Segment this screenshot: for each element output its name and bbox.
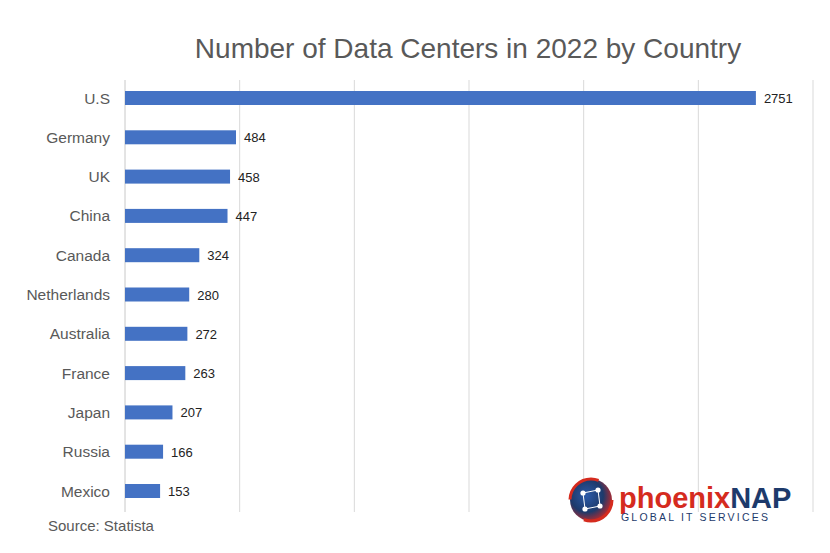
category-label: Japan (68, 404, 110, 421)
grid-line (698, 80, 699, 512)
labels: U.S 2751 Germany 484 UK 458 China 447 Canada 324 N… (26, 90, 792, 500)
category-label: UK (88, 168, 110, 185)
bar (125, 248, 199, 262)
data-label: 2751 (764, 91, 793, 106)
grid-line (813, 80, 814, 512)
category-label: Australia (50, 325, 111, 342)
data-label: 263 (193, 366, 215, 381)
bar (125, 366, 185, 380)
logo-lines (583, 490, 600, 509)
grid-line (583, 80, 584, 512)
grid (125, 80, 813, 512)
category-label: China (70, 207, 111, 224)
source-note: Source: Statista (48, 517, 155, 534)
logo-icon (570, 479, 612, 521)
category-label: U.S (84, 90, 110, 107)
data-label: 272 (195, 327, 217, 342)
chart-svg: Number of Data Centers in 2022 by Countr… (0, 0, 830, 553)
data-label: 166 (171, 445, 193, 460)
data-label: 458 (238, 170, 260, 185)
title: Number of Data Centers in 2022 by Countr… (195, 33, 741, 64)
data-label: 484 (244, 130, 266, 145)
logo-ring (570, 479, 612, 521)
logo-text-phoenix: phoenix (619, 482, 730, 514)
data-label: 207 (180, 405, 202, 420)
bar (125, 170, 230, 184)
logo-text: phoenixNAP (619, 482, 791, 514)
data-label: 447 (236, 209, 258, 224)
bars (125, 91, 756, 498)
category-label: Mexico (61, 483, 110, 500)
bar (125, 445, 163, 459)
grid-line (354, 80, 355, 512)
bar (125, 484, 160, 498)
category-label: Russia (63, 443, 111, 460)
bar (125, 288, 189, 302)
bar (125, 405, 172, 419)
category-label: Germany (46, 129, 110, 146)
bar (125, 209, 228, 223)
category-label: Canada (56, 247, 111, 264)
bar (125, 130, 236, 144)
data-label: 153 (168, 484, 190, 499)
category-label: Netherlands (26, 286, 110, 303)
grid-line (469, 80, 470, 512)
logo-text-nap: NAP (730, 482, 791, 514)
data-label: 324 (207, 248, 229, 263)
bar (125, 327, 187, 341)
logo-tagline: GLOBAL IT SERVICES (621, 511, 770, 523)
bar (125, 91, 756, 105)
category-label: France (62, 365, 110, 382)
logo: phoenixNAPGLOBAL IT SERVICES (570, 479, 791, 523)
data-label: 280 (197, 288, 219, 303)
chart-root: Number of Data Centers in 2022 by Countr… (0, 0, 830, 553)
grid-line (239, 80, 240, 512)
